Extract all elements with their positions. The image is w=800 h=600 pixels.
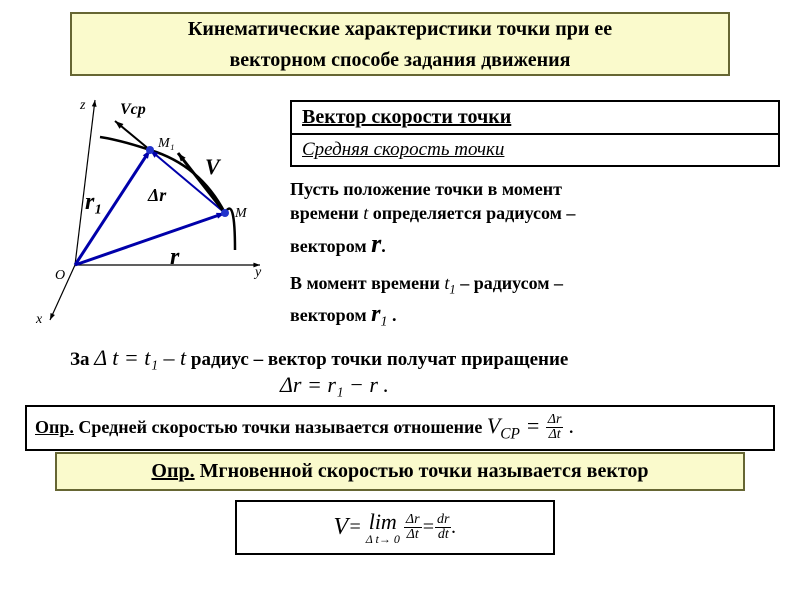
section-sub: Средняя скорость точки [292, 133, 778, 165]
avg-eq: = [520, 413, 546, 438]
p1-r: r [371, 229, 381, 258]
svg-text:r₁: r₁ [85, 189, 103, 215]
p2-t4: вектором [290, 305, 371, 325]
p1-t4: определяется радиусом – [368, 203, 575, 223]
lim-num2: dr [435, 513, 451, 528]
svg-text:O: O [55, 268, 65, 283]
inc-pre: За [70, 349, 94, 370]
p1-t1: Пусть положение точки в момент [290, 179, 562, 199]
svg-text:x: x [35, 312, 43, 327]
lim-sub: Δ t→ 0 [366, 533, 400, 545]
def-avg-speed: Опр. Средней скоростью точки называется … [25, 405, 775, 451]
p2-t1: В момент времени [290, 273, 444, 293]
lim-eq1: = [348, 516, 362, 539]
avg-num: Δr [546, 413, 564, 428]
lim-den1: Δt [405, 528, 421, 542]
def-inst-prefix: Опр. [151, 460, 194, 482]
avg-dot: . [563, 413, 574, 438]
section-header: Вектор скорости точки [292, 102, 778, 133]
paragraph-2: В момент времени t1 – радиусом – векторо… [290, 271, 780, 333]
svg-text:V: V [205, 154, 222, 179]
p1-t5: вектором [290, 236, 371, 256]
svg-text:r: r [170, 244, 180, 270]
def-avg-text: Средней скоростью точки называется отнош… [74, 417, 487, 437]
delta-r-formula: Δr = r₁ − r . [280, 372, 389, 398]
lim-num1: Δr [404, 513, 422, 528]
inc-expr: Δ t = t₁ – t [94, 345, 186, 370]
avg-Vsub: CP [500, 425, 520, 442]
lim-dot: . [451, 516, 456, 539]
def-avg-prefix: Опр. [35, 417, 74, 437]
lim-word: lim [369, 511, 397, 533]
svg-text:M₁: M₁ [157, 136, 175, 151]
title-line2: векторном способе задания движения [72, 45, 728, 76]
lim-eq2: = [422, 516, 436, 539]
lim-den2: dt [436, 528, 451, 542]
inc-post: радиус – вектор точки получат приращение [186, 349, 568, 370]
title-box: Кинематические характеристики точки при … [70, 12, 730, 76]
svg-text:Vср: Vср [120, 101, 146, 118]
svg-text:M: M [234, 206, 248, 221]
lim-V: V [334, 514, 349, 541]
svg-text:Δr: Δr [147, 185, 167, 205]
def-inst-text: Мгновенной скоростью точки называется ве… [195, 460, 649, 482]
p1-t2: времени [290, 203, 363, 223]
paragraph-1: Пусть положение точки в момент времени t… [290, 177, 780, 261]
svg-text:y: y [253, 265, 262, 280]
def-inst-speed: Опр. Мгновенной скоростью точки называет… [55, 452, 745, 491]
limit-formula-box: V = lim Δ t→ 0 ΔrΔt = drdt . [235, 500, 555, 555]
title-line1: Кинематические характеристики точки при … [72, 14, 728, 45]
svg-text:z: z [79, 98, 86, 113]
section-box: Вектор скорости точки Средняя скорость т… [290, 100, 780, 167]
vector-diagram: z y x Or r₁ Δr V Vср M M₁ [30, 95, 285, 335]
right-column: Вектор скорости точки Средняя скорость т… [290, 100, 780, 333]
avg-V: V [487, 413, 500, 438]
avg-den: Δt [547, 428, 563, 442]
p2-dot: . [387, 305, 396, 325]
increment-line: За Δ t = t₁ – t радиус – вектор точки по… [70, 345, 568, 371]
p1-dot: . [381, 236, 386, 256]
p2-t3: – радиусом – [456, 273, 563, 293]
